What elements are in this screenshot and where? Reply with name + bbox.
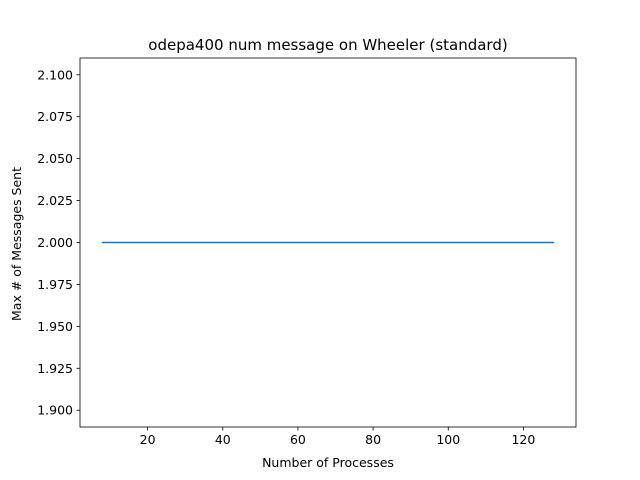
x-tick-label: 60 — [290, 432, 306, 447]
y-tick-label: 1.900 — [37, 403, 73, 418]
y-tick-label: 2.050 — [37, 151, 73, 166]
y-tick-label: 1.975 — [37, 277, 73, 292]
y-axis-label: Max # of Messages Sent — [9, 167, 24, 321]
x-axis-label: Number of Processes — [262, 455, 394, 470]
y-tick-label: 2.075 — [37, 109, 73, 124]
x-tick-label: 120 — [511, 432, 535, 447]
x-tick-label: 20 — [140, 432, 156, 447]
y-tick-label: 2.100 — [37, 67, 73, 82]
chart-title: odepa400 num message on Wheeler (standar… — [148, 36, 507, 54]
x-tick-label: 80 — [365, 432, 381, 447]
y-tick-label: 1.925 — [37, 361, 73, 376]
y-tick-label: 2.000 — [37, 235, 73, 250]
x-tick-label: 40 — [215, 432, 231, 447]
y-tick-label: 2.025 — [37, 193, 73, 208]
plot-area: 20 40 60 80 100 120 1.900 1.925 1.950 1.975 2.000 2… — [37, 57, 577, 447]
x-tick-label: 100 — [436, 432, 460, 447]
y-tick-label: 1.950 — [37, 319, 73, 334]
